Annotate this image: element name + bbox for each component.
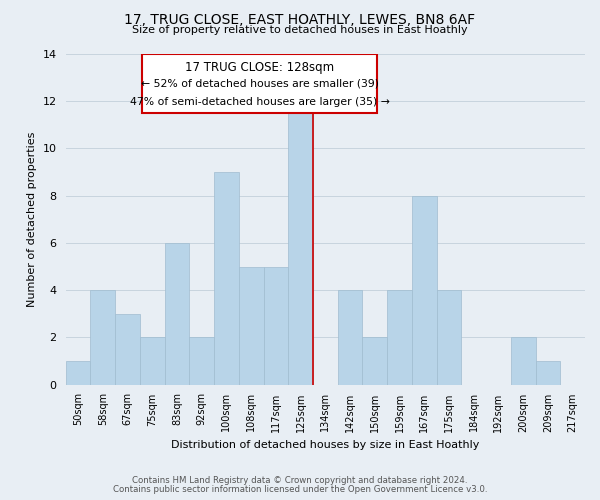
Bar (239, 266, 263, 384)
Bar (115, 314, 140, 384)
Bar (338, 290, 362, 384)
Text: 17 TRUG CLOSE: 128sqm: 17 TRUG CLOSE: 128sqm (185, 61, 334, 74)
Text: Size of property relative to detached houses in East Hoathly: Size of property relative to detached ho… (132, 25, 468, 35)
Text: ← 52% of detached houses are smaller (39): ← 52% of detached houses are smaller (39… (141, 79, 379, 89)
Bar (91, 290, 115, 384)
Bar (536, 361, 560, 384)
Text: 47% of semi-detached houses are larger (35) →: 47% of semi-detached houses are larger (… (130, 96, 390, 106)
Bar (412, 196, 437, 384)
Bar (140, 338, 164, 384)
Bar (66, 361, 91, 384)
Bar (214, 172, 239, 384)
Bar (288, 101, 313, 384)
Bar (437, 290, 461, 384)
Bar (190, 338, 214, 384)
Bar (387, 290, 412, 384)
X-axis label: Distribution of detached houses by size in East Hoathly: Distribution of detached houses by size … (171, 440, 479, 450)
Bar (362, 338, 387, 384)
Text: Contains HM Land Registry data © Crown copyright and database right 2024.: Contains HM Land Registry data © Crown c… (132, 476, 468, 485)
Text: Contains public sector information licensed under the Open Government Licence v3: Contains public sector information licen… (113, 485, 487, 494)
FancyBboxPatch shape (142, 54, 377, 113)
Text: 17, TRUG CLOSE, EAST HOATHLY, LEWES, BN8 6AF: 17, TRUG CLOSE, EAST HOATHLY, LEWES, BN8… (124, 12, 476, 26)
Bar (164, 243, 190, 384)
Bar (263, 266, 288, 384)
Y-axis label: Number of detached properties: Number of detached properties (27, 132, 37, 307)
Bar (511, 338, 536, 384)
